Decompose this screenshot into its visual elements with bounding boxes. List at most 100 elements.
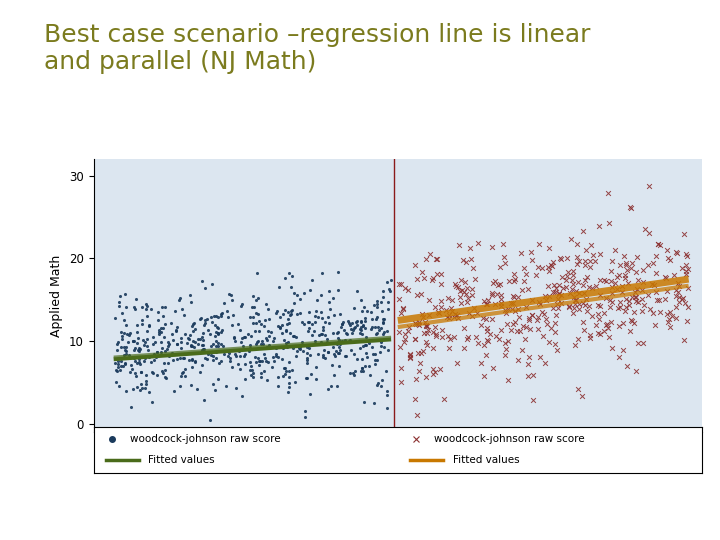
Point <box>110 366 122 375</box>
Point <box>298 320 310 328</box>
Point <box>619 271 631 280</box>
Point <box>271 307 283 315</box>
Point <box>567 279 579 288</box>
Point <box>317 330 328 339</box>
Point <box>550 319 562 327</box>
Point <box>130 372 142 380</box>
Point <box>351 355 363 363</box>
Point <box>199 315 210 324</box>
Point <box>151 348 163 357</box>
Point <box>585 256 596 265</box>
Point <box>332 328 343 336</box>
Point <box>280 339 292 347</box>
Point <box>431 255 443 264</box>
Point <box>585 241 597 249</box>
Point <box>145 305 157 313</box>
Point <box>636 286 648 294</box>
Point <box>376 306 387 315</box>
Point <box>322 385 333 394</box>
Point <box>395 378 407 387</box>
Point <box>421 328 433 337</box>
Point <box>523 315 534 324</box>
Point <box>264 315 275 323</box>
Point <box>278 336 289 345</box>
Point <box>281 326 292 335</box>
Point <box>279 364 290 373</box>
Point <box>194 368 205 376</box>
Point <box>467 263 479 272</box>
Point <box>233 320 244 328</box>
Point <box>351 287 363 295</box>
Point <box>351 321 363 330</box>
Point <box>253 316 264 325</box>
Point <box>360 341 372 349</box>
Point <box>167 355 179 364</box>
Point <box>166 349 178 357</box>
Point <box>153 307 164 316</box>
Point <box>594 330 606 339</box>
Point <box>590 282 601 291</box>
Point <box>382 387 393 395</box>
Point <box>436 269 447 278</box>
Point <box>279 306 291 314</box>
Point <box>134 345 145 354</box>
Point <box>589 256 600 265</box>
Point <box>195 314 207 322</box>
Point <box>302 326 314 335</box>
Point <box>227 362 238 371</box>
Point <box>384 285 395 294</box>
Point <box>594 302 606 310</box>
Point <box>244 340 256 349</box>
Point <box>443 311 454 320</box>
Point <box>337 318 348 326</box>
Point <box>632 275 644 284</box>
Point <box>132 334 144 343</box>
Point <box>283 373 294 382</box>
Point <box>562 267 574 276</box>
Point <box>409 319 420 327</box>
Point <box>239 360 251 368</box>
Point <box>524 325 536 333</box>
Point <box>135 368 146 376</box>
Point <box>171 322 183 331</box>
Point <box>246 302 258 311</box>
Point <box>288 332 300 340</box>
Point <box>377 314 389 323</box>
Point <box>251 319 262 327</box>
Point <box>395 364 407 373</box>
Point <box>603 218 615 227</box>
Point <box>611 273 623 281</box>
Point <box>366 308 377 316</box>
Point <box>451 310 462 319</box>
Point <box>489 300 500 308</box>
Point <box>289 378 300 387</box>
Point <box>364 361 375 370</box>
Point <box>225 354 236 362</box>
Point <box>131 359 143 367</box>
Point <box>413 321 425 329</box>
Point <box>451 359 463 368</box>
Point <box>672 279 683 287</box>
Point <box>199 354 211 363</box>
Point <box>217 342 228 350</box>
Point <box>369 355 381 364</box>
Point <box>606 282 618 291</box>
Point <box>178 353 189 362</box>
Point <box>292 342 304 350</box>
Point <box>621 259 632 267</box>
Point <box>534 352 546 361</box>
Point <box>150 338 161 347</box>
Point <box>459 288 470 297</box>
Point <box>212 374 224 383</box>
Point <box>159 320 171 328</box>
Point <box>552 303 563 312</box>
Point <box>495 280 506 289</box>
Point <box>366 315 378 323</box>
Point <box>564 289 576 298</box>
Point <box>140 305 152 314</box>
Point <box>676 264 688 272</box>
Point <box>481 300 492 308</box>
Point <box>294 295 306 303</box>
Point <box>212 339 223 347</box>
Point <box>212 329 224 338</box>
